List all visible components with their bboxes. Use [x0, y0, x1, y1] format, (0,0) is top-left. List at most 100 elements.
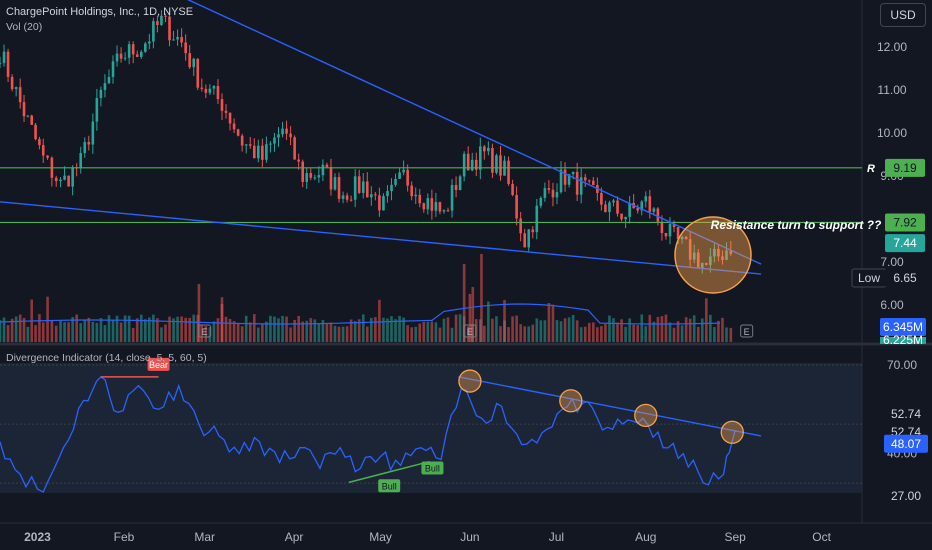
volume-bar	[656, 316, 660, 342]
lower-trendline[interactable]	[0, 201, 762, 275]
time-tick-label: 2023	[24, 530, 51, 544]
candle-body	[446, 210, 450, 212]
candle-body	[583, 177, 587, 181]
volume-bar	[329, 322, 333, 342]
volume-bar	[471, 287, 475, 342]
candle-body	[289, 133, 292, 138]
candle-body	[491, 147, 494, 173]
volume-bar	[365, 326, 369, 342]
annotation-text[interactable]: Resistance turn to support ??	[711, 218, 882, 232]
currency-button[interactable]: USD	[880, 3, 926, 27]
volume-bar	[390, 316, 393, 342]
earnings-marker[interactable]	[198, 324, 212, 338]
volume-bar	[111, 320, 115, 342]
time-tick-label: Feb	[114, 530, 135, 544]
volume-bar	[103, 325, 107, 342]
volume-bar	[144, 319, 147, 342]
candle-body	[297, 159, 300, 162]
candle-body	[636, 208, 640, 211]
volume-bar	[164, 324, 167, 342]
candle-body	[2, 51, 6, 64]
signal-badge	[147, 357, 170, 371]
volume-bar	[293, 319, 296, 342]
candle-body	[612, 200, 615, 203]
volume-bar	[236, 323, 240, 342]
volume-bar	[273, 316, 276, 342]
price-highlight-circle[interactable]	[674, 216, 752, 294]
volume-bar	[50, 320, 54, 342]
volume-bar	[180, 316, 183, 342]
volume-bar	[244, 315, 248, 342]
candle-body	[592, 180, 595, 186]
candle-body	[721, 256, 724, 260]
candle-body	[640, 201, 644, 211]
volume-bar	[575, 320, 579, 342]
volume-bar	[252, 314, 256, 342]
candle-body	[273, 137, 276, 144]
candle-body	[119, 53, 123, 59]
signal-label: Bull	[425, 464, 440, 474]
candle-body	[608, 202, 611, 213]
candle-body	[370, 194, 373, 198]
volume-bar	[600, 326, 603, 342]
candle-body	[285, 128, 288, 134]
candle-body	[519, 218, 522, 234]
volume-bar	[204, 326, 208, 342]
volume-bar	[527, 326, 531, 342]
candle-body	[83, 142, 87, 154]
volume-bar	[579, 327, 583, 342]
candle-body	[232, 123, 236, 130]
indicator-highlight-circle[interactable]	[458, 369, 482, 393]
candle-body	[26, 115, 30, 117]
volume-bar	[26, 326, 30, 342]
volume-bar	[725, 327, 728, 342]
candle-body	[374, 194, 377, 196]
indicator-highlight-circle[interactable]	[559, 389, 583, 413]
candle-body	[152, 21, 155, 42]
candle-body	[131, 44, 135, 55]
candle-body	[329, 167, 333, 190]
volume-bar	[616, 322, 619, 342]
resistance-price-tag-bg	[885, 158, 925, 177]
indicator-highlight-circle[interactable]	[720, 420, 744, 444]
volume-bar	[664, 314, 668, 342]
candle-body	[567, 174, 571, 185]
candle-body	[188, 53, 191, 68]
earnings-marker[interactable]	[463, 324, 477, 338]
earnings-marker[interactable]	[740, 324, 754, 338]
volume-bar	[232, 321, 236, 342]
candle-body	[10, 76, 14, 90]
volume-bar	[652, 321, 656, 342]
candle-body	[345, 195, 349, 200]
candle-body	[257, 145, 260, 159]
candle-body	[115, 53, 119, 62]
candle-body	[414, 194, 418, 197]
indicator-trendline[interactable]	[458, 376, 762, 437]
descending-trendline[interactable]	[179, 0, 762, 265]
candle-body	[6, 51, 10, 77]
candle-body	[54, 177, 58, 182]
volume-bar	[317, 323, 321, 342]
support-price-tag-bg	[885, 213, 925, 232]
candle-body	[426, 198, 430, 210]
indicator-highlight-circle[interactable]	[634, 403, 658, 428]
volume-bar	[434, 322, 438, 342]
volume-bar	[309, 318, 313, 342]
divergence-indicator-line	[0, 375, 736, 493]
volume-bar	[200, 325, 204, 342]
candle-body	[18, 87, 22, 103]
volume-bar	[386, 318, 389, 342]
candle-body	[252, 145, 256, 159]
candle-body	[398, 172, 401, 179]
volume-tag-partial-bg	[880, 337, 926, 344]
candle-body	[543, 188, 547, 198]
candle-body	[458, 176, 462, 191]
candle-body	[99, 89, 103, 99]
volume-bar	[192, 314, 196, 342]
candle-body	[462, 153, 466, 177]
volume-bar	[91, 321, 95, 342]
indicator-tick-label: 70.00	[887, 358, 917, 372]
candle-body	[571, 171, 575, 175]
volume-second-tag: 6.225M	[883, 333, 923, 347]
